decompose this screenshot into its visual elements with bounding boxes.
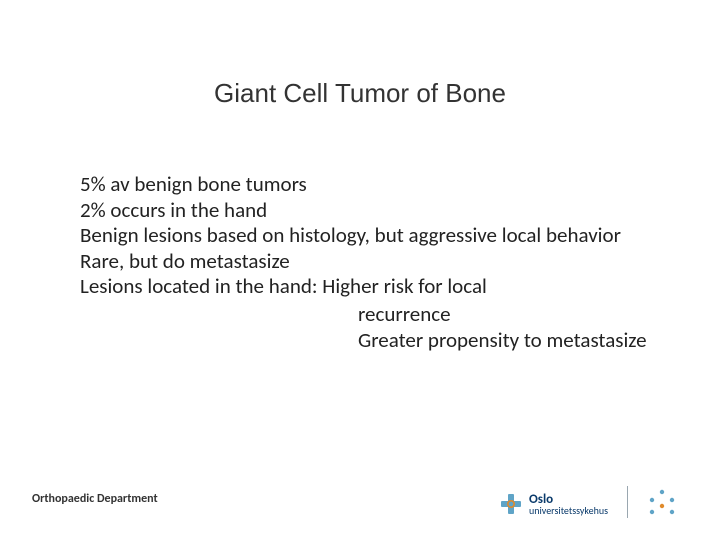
logo-cross-h [501, 501, 521, 507]
dot-icon [660, 490, 664, 494]
dot-icon [670, 510, 674, 514]
dot-icon [650, 510, 654, 514]
hospital-logo-icon [499, 492, 523, 516]
body-line: 2% occurs in the hand [80, 198, 660, 224]
body-indented-block: recurrence Greater propensity to metasta… [358, 302, 660, 353]
footer-logo: Oslo universitetssykehus [499, 492, 608, 516]
body-line: 5% av benign bone tumors [80, 172, 660, 198]
body-line: Lesions located in the hand: Higher risk… [80, 274, 660, 300]
footer-dots-icon [642, 488, 682, 516]
dot-icon [660, 504, 664, 508]
footer-logo-text-bottom: universitetssykehus [529, 506, 608, 516]
footer-department: Orthopaedic Department [32, 492, 158, 506]
footer-divider [627, 486, 628, 518]
slide-title: Giant Cell Tumor of Bone [0, 78, 720, 109]
slide: Giant Cell Tumor of Bone 5% av benign bo… [0, 0, 720, 540]
footer-logo-text: Oslo universitetssykehus [529, 493, 608, 516]
body-line: Benign lesions based on histology, but a… [80, 223, 660, 249]
body-line: Rare, but do metastasize [80, 249, 660, 275]
dot-icon [670, 498, 674, 502]
body-indented-line: recurrence [358, 302, 660, 328]
slide-body: 5% av benign bone tumors 2% occurs in th… [80, 172, 660, 353]
dot-icon [650, 498, 654, 502]
body-indented-line: Greater propensity to metastasize [358, 328, 660, 354]
